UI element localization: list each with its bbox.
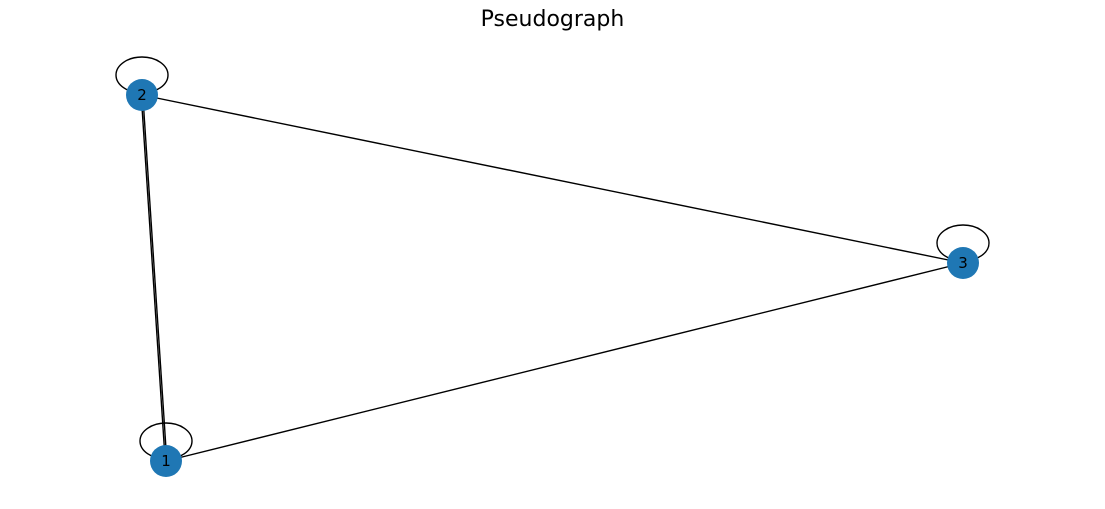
- node-label-1: 1: [161, 452, 171, 470]
- diagram-title: Pseudograph: [480, 7, 625, 32]
- self-loops-layer: [115, 56, 990, 460]
- nodes-layer: 1 2 3: [126, 79, 979, 477]
- node-circle-3: [947, 247, 979, 279]
- edges-layer: [140, 94, 964, 462]
- node-3: 3: [947, 247, 979, 279]
- node-1: 1: [150, 445, 182, 477]
- edge-2-3: [141, 94, 964, 264]
- node-2: 2: [126, 79, 158, 111]
- edge-1-3: [165, 262, 964, 462]
- node-label-3: 3: [958, 254, 968, 272]
- node-circle-1: [150, 445, 182, 477]
- edge-1-2: [142, 94, 168, 461]
- edge-1-2: [140, 95, 166, 462]
- node-label-2: 2: [137, 86, 147, 104]
- node-circle-2: [126, 79, 158, 111]
